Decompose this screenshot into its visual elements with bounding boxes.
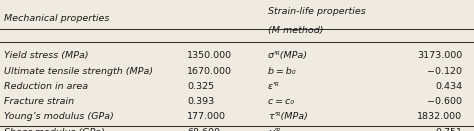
Text: c = c₀: c = c₀: [268, 97, 294, 106]
Text: 1832.000: 1832.000: [417, 113, 462, 121]
Text: Young’s modulus (GPa): Young’s modulus (GPa): [4, 113, 114, 121]
Text: 0.325: 0.325: [187, 82, 214, 91]
Text: Strain-life properties: Strain-life properties: [268, 7, 365, 16]
Text: σʹᴿ(MPa): σʹᴿ(MPa): [268, 51, 308, 60]
Text: 0.434: 0.434: [435, 82, 462, 91]
Text: 177.000: 177.000: [187, 113, 226, 121]
Text: Ultimate tensile strength (MPa): Ultimate tensile strength (MPa): [4, 67, 153, 75]
Text: Mechanical properties: Mechanical properties: [4, 15, 109, 23]
Text: γʹᴿ: γʹᴿ: [268, 128, 280, 131]
Text: 0.751: 0.751: [435, 128, 462, 131]
Text: Fracture strain: Fracture strain: [4, 97, 74, 106]
Text: 1350.000: 1350.000: [187, 51, 232, 60]
Text: τʹᴿ(MPa): τʹᴿ(MPa): [268, 113, 308, 121]
Text: 1670.000: 1670.000: [187, 67, 232, 75]
Text: Reduction in area: Reduction in area: [4, 82, 88, 91]
Text: 3173.000: 3173.000: [417, 51, 462, 60]
Text: −0.120: −0.120: [427, 67, 462, 75]
Text: b = b₀: b = b₀: [268, 67, 295, 75]
Text: Yield stress (MPa): Yield stress (MPa): [4, 51, 89, 60]
Text: (M method): (M method): [268, 26, 323, 35]
Text: −0.600: −0.600: [427, 97, 462, 106]
Text: 0.393: 0.393: [187, 97, 214, 106]
Text: 68.600: 68.600: [187, 128, 220, 131]
Text: εʹᴿ: εʹᴿ: [268, 82, 280, 91]
Text: Shear modulus (GPa): Shear modulus (GPa): [4, 128, 105, 131]
